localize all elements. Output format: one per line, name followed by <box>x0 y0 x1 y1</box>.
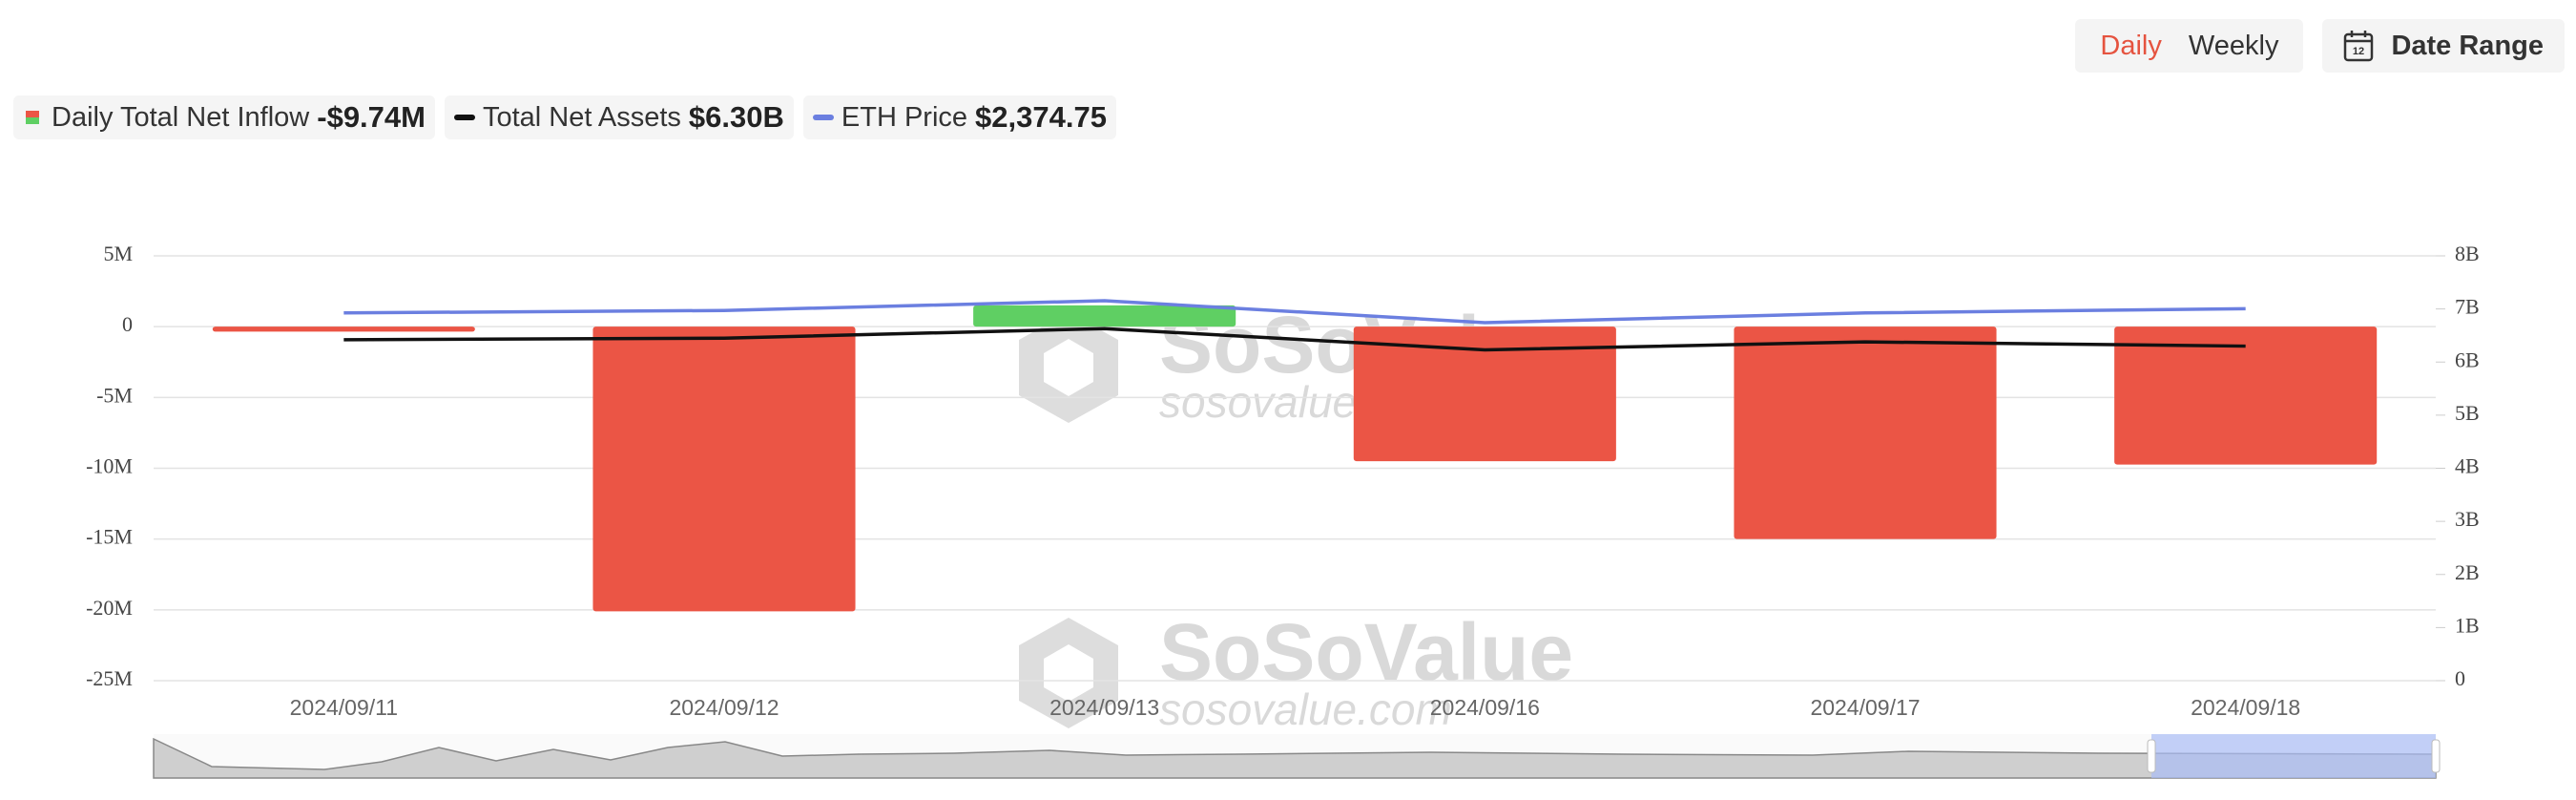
legend-item[interactable]: Daily Total Net Inflow -$9.74M <box>13 95 435 139</box>
toolbar: Daily Weekly 12 Date Range <box>2075 19 2565 73</box>
bar <box>973 305 1236 327</box>
navigator-handle[interactable] <box>2431 739 2441 773</box>
x-tick-label: 2024/09/11 <box>290 695 398 720</box>
legend-name: ETH Price <box>841 101 968 133</box>
y-tick-label: -20M <box>86 596 133 620</box>
x-tick-label: 2024/09/18 <box>2191 695 2300 720</box>
y-tick-label: -15M <box>86 525 133 549</box>
y2-tick-label: 0 <box>2455 666 2465 690</box>
line <box>343 326 2246 352</box>
x-tick-label: 2024/09/16 <box>1430 695 1540 720</box>
y-tick-label: 5M <box>103 242 133 265</box>
bar <box>212 326 475 332</box>
navigator <box>153 734 2441 779</box>
navigator-handle[interactable] <box>2147 739 2156 773</box>
legend-name: Daily Total Net Inflow <box>52 101 310 133</box>
y2-tick-label: 2B <box>2455 560 2480 584</box>
legend-icon <box>453 115 475 120</box>
watermark-url-2: sosovalue.com <box>1159 684 1452 734</box>
watermark-brand-2: SoSoValue <box>1159 607 1573 697</box>
y-tick-label: -5M <box>96 383 133 407</box>
legend-icon <box>812 115 834 120</box>
y-tick-label: -10M <box>86 454 133 478</box>
bar <box>2114 326 2378 465</box>
y2-tick-label: 3B <box>2455 507 2480 531</box>
legend-value: $2,374.75 <box>975 100 1107 134</box>
date-range-button[interactable]: 12 Date Range <box>2322 19 2565 73</box>
y2-tick-label: 6B <box>2455 347 2480 371</box>
legend-value: $6.30B <box>688 100 784 134</box>
bar <box>1734 326 1997 539</box>
y-tick-label: 0 <box>122 312 133 336</box>
line <box>343 299 2246 325</box>
navigator-area <box>153 737 2437 779</box>
date-range-label: Date Range <box>2391 30 2544 61</box>
navigator-selection[interactable] <box>2151 734 2436 778</box>
y2-tick-label: 4B <box>2455 454 2480 478</box>
grid <box>154 255 2436 682</box>
y2-tick-label: 8B <box>2455 242 2480 265</box>
x-tick-label: 2024/09/17 <box>1810 695 1920 720</box>
legend-value: -$9.74M <box>317 100 426 134</box>
x-tick-label: 2024/09/12 <box>669 695 779 720</box>
calendar-icon: 12 <box>2344 31 2374 62</box>
legend-name: Total Net Assets <box>482 101 681 133</box>
legend-item[interactable]: Total Net Assets $6.30B <box>444 95 794 139</box>
legend-item[interactable]: ETH Price $2,374.75 <box>802 95 1116 139</box>
legend-icon <box>26 111 39 124</box>
legend: Daily Total Net Inflow -$9.74M Total Net A… <box>13 95 1116 139</box>
weekly-button[interactable]: Weekly <box>2188 30 2279 61</box>
y-tick-label: -25M <box>86 666 133 690</box>
y2-tick-label: 7B <box>2455 295 2480 319</box>
period-toggle: Daily Weekly <box>2075 19 2304 73</box>
svg-text:12: 12 <box>2353 46 2364 57</box>
daily-button[interactable]: Daily <box>2100 30 2162 61</box>
bar <box>592 326 856 612</box>
bar <box>1353 326 1616 462</box>
y2-tick-label: 5B <box>2455 401 2480 425</box>
x-tick-label: 2024/09/13 <box>1049 695 1159 720</box>
y2-tick-label: 1B <box>2455 613 2480 637</box>
